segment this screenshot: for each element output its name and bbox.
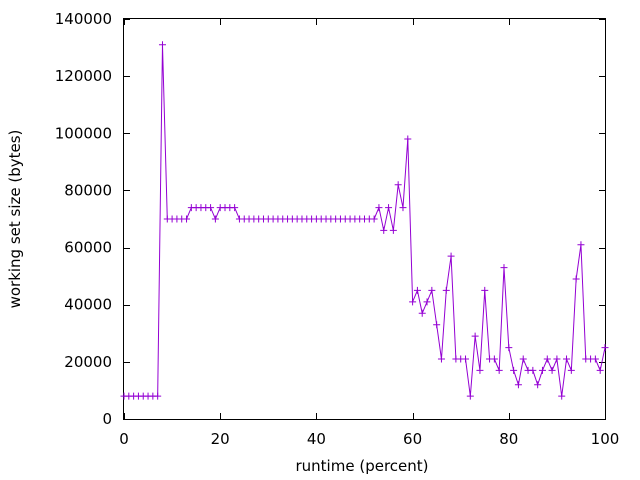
data-point bbox=[596, 366, 604, 374]
data-point bbox=[471, 332, 479, 340]
data-point bbox=[538, 366, 546, 374]
x-tick-label: 20 bbox=[211, 430, 230, 448]
data-point bbox=[495, 366, 503, 374]
y-tick-label: 80000 bbox=[64, 181, 112, 199]
data-point bbox=[413, 286, 421, 294]
data-point bbox=[394, 181, 402, 189]
y-tick-label: 100000 bbox=[55, 124, 112, 142]
data-point bbox=[553, 355, 561, 363]
series-group bbox=[120, 41, 609, 400]
data-point bbox=[534, 381, 542, 389]
y-tick-label: 60000 bbox=[64, 239, 112, 257]
data-point bbox=[370, 215, 378, 223]
x-tick-label: 40 bbox=[307, 430, 326, 448]
data-point bbox=[158, 41, 166, 49]
data-point bbox=[563, 355, 571, 363]
data-point bbox=[231, 204, 239, 212]
x-tick-label: 80 bbox=[499, 430, 518, 448]
data-point bbox=[418, 309, 426, 317]
data-point bbox=[428, 286, 436, 294]
tick-labels: 0 20 40 60 80 100 0 20000 40000 60000 80000 100000 1… bbox=[55, 10, 620, 448]
y-axis-label: working set size (bytes) bbox=[6, 130, 24, 309]
data-point bbox=[154, 392, 162, 400]
data-point bbox=[577, 241, 585, 249]
x-tick-label: 0 bbox=[119, 430, 129, 448]
data-point bbox=[543, 355, 551, 363]
data-point bbox=[447, 252, 455, 260]
y-tick-label: 120000 bbox=[55, 67, 112, 85]
data-point bbox=[591, 355, 599, 363]
data-point bbox=[514, 381, 522, 389]
y-tick-label: 140000 bbox=[55, 10, 112, 28]
data-point bbox=[442, 286, 450, 294]
data-point bbox=[567, 366, 575, 374]
data-point bbox=[409, 298, 417, 306]
data-point bbox=[490, 355, 498, 363]
data-point bbox=[476, 366, 484, 374]
data-point bbox=[207, 204, 215, 212]
x-axis-label: runtime (percent) bbox=[296, 457, 429, 475]
data-point bbox=[437, 355, 445, 363]
data-point bbox=[404, 135, 412, 143]
data-point bbox=[601, 344, 609, 352]
y-tick-label: 0 bbox=[102, 410, 112, 428]
data-point bbox=[385, 204, 393, 212]
data-point bbox=[548, 366, 556, 374]
data-point bbox=[510, 366, 518, 374]
data-point bbox=[389, 226, 397, 234]
data-point bbox=[433, 321, 441, 329]
x-tick-label: 60 bbox=[403, 430, 422, 448]
data-point bbox=[423, 298, 431, 306]
data-point bbox=[380, 226, 388, 234]
data-point bbox=[519, 355, 527, 363]
data-point bbox=[500, 264, 508, 272]
data-point bbox=[558, 392, 566, 400]
data-point bbox=[211, 215, 219, 223]
x-tick-label: 100 bbox=[591, 430, 620, 448]
data-point bbox=[481, 286, 489, 294]
data-point bbox=[399, 204, 407, 212]
y-tick-label: 20000 bbox=[64, 353, 112, 371]
data-point bbox=[572, 275, 580, 283]
data-point bbox=[183, 215, 191, 223]
y-tick-label: 40000 bbox=[64, 296, 112, 314]
plot-frame bbox=[123, 18, 606, 420]
data-point bbox=[462, 355, 470, 363]
data-point bbox=[466, 392, 474, 400]
axis-ticks bbox=[124, 19, 606, 420]
data-point bbox=[529, 366, 537, 374]
data-point bbox=[375, 204, 383, 212]
data-point bbox=[505, 344, 513, 352]
